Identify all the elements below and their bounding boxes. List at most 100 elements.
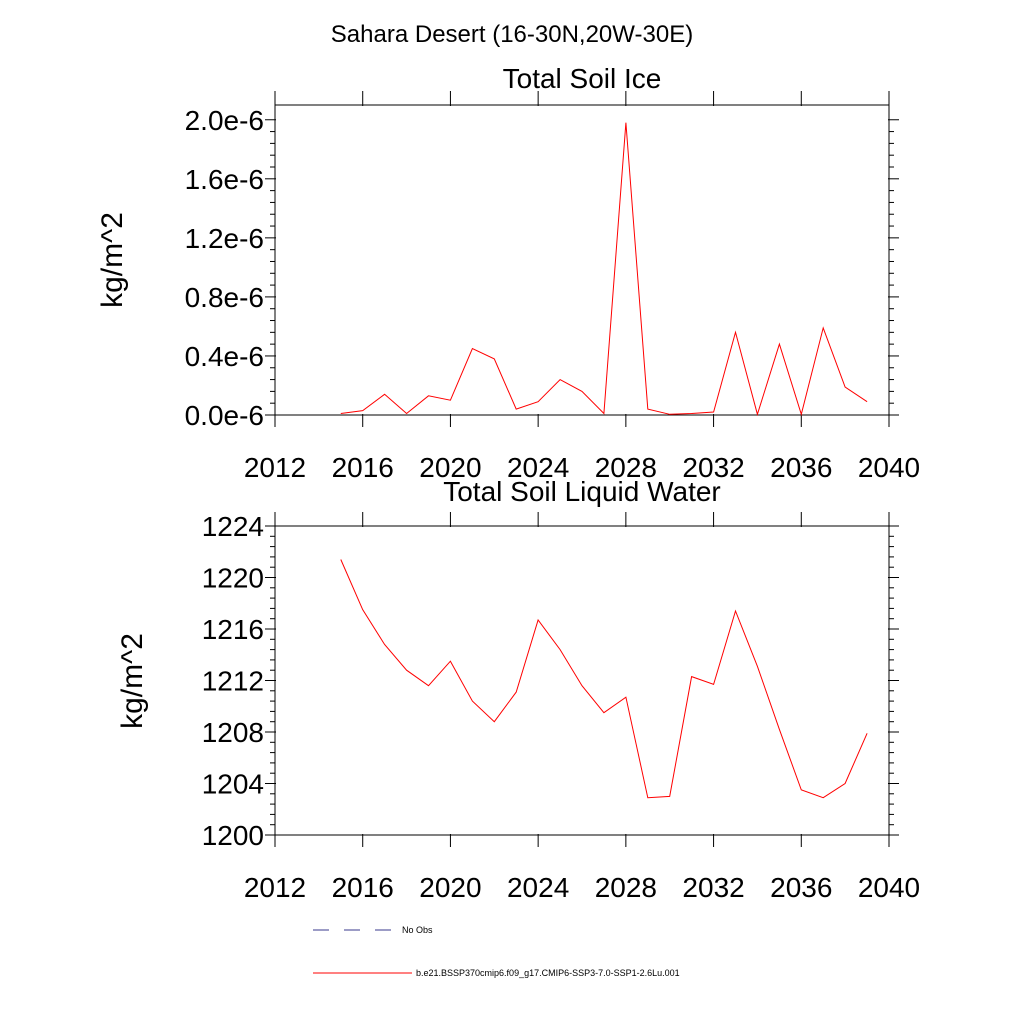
soil-ice-x-tick-label: 2016 [332,452,394,483]
soil-liquid-water-data-point [690,675,692,677]
soil-ice-y-ticks: 0.0e-6 0.4e-6 0.8e-6 1.2e-6 1.6e-6 2.0e-6 [185,105,899,431]
soil-ice-y-tick-label: 2.0e-6 [185,105,264,136]
soil-ice-data-point [449,399,451,401]
legend-no-obs-label: No Obs [402,925,433,935]
soil-ice-series-line [340,122,868,417]
legend-model-run-label: b.e21.BSSP370cmip6.f09_g17.CMIP6-SSP3-7.… [416,968,680,978]
figure-suptitle: Sahara Desert (16-30N,20W-30E) [331,21,693,48]
soil-liquid-water-data-point [581,684,583,686]
soil-liquid-water-title: Total Soil Liquid Water [443,476,721,507]
soil-liquid-water-data-point [537,619,539,621]
soil-ice-x-tick-label: 2012 [244,452,306,483]
soil-ice-x-tick-label: 2036 [770,452,832,483]
soil-liquid-water-panel: Total Soil Liquid Water kg/m^2 120012041… [116,476,920,903]
soil-ice-data-point [340,412,342,414]
soil-ice-data-point [778,343,780,345]
soil-ice-x-tick-label: 2020 [419,452,481,483]
soil-ice-data-point [822,327,824,329]
soil-liquid-water-y-ticks: 1200 1204 1208 1212 1216 1220 1224 [202,511,899,851]
soil-ice-x-tick-label: 2024 [507,452,569,483]
soil-liquid-water-x-tick-label: 2028 [595,872,657,903]
soil-ice-ylabel: kg/m^2 [96,212,129,308]
soil-ice-x-tick-label: 2032 [682,452,744,483]
soil-liquid-water-x-tick-label: 2020 [419,872,481,903]
soil-ice-data-point [427,395,429,397]
soil-liquid-water-x-tick-label: 2032 [682,872,744,903]
soil-ice-data-point [362,409,364,411]
soil-liquid-water-data-point [559,648,561,650]
soil-ice-data-point [625,122,627,124]
soil-liquid-water-data-point [603,711,605,713]
soil-ice-data-point [800,413,802,415]
soil-liquid-water-x-tick-label: 2024 [507,872,569,903]
soil-ice-data-point [603,412,605,414]
soil-ice-data-point [383,393,385,395]
soil-liquid-water-y-tick-label: 1224 [202,511,264,542]
soil-liquid-water-series-layer [340,558,868,799]
soil-liquid-water-x-tick-label: 2016 [332,872,394,903]
soil-liquid-water-data-point [756,665,758,667]
soil-ice-data-point [734,331,736,333]
soil-liquid-water-data-point [515,691,517,693]
soil-ice-data-point [405,412,407,414]
soil-ice-title: Total Soil Ice [503,63,662,94]
soil-liquid-water-data-point [405,669,407,671]
soil-liquid-water-ylabel: kg/m^2 [116,633,149,729]
soil-liquid-water-data-point [734,610,736,612]
soil-liquid-water-data-point [866,732,868,734]
soil-ice-plot-frame [274,104,890,416]
soil-liquid-water-y-tick-label: 1200 [202,820,264,851]
soil-ice-x-tick-label: 2028 [595,452,657,483]
soil-ice-data-point [690,412,692,414]
soil-liquid-water-data-point [778,728,780,730]
soil-liquid-water-data-point [712,683,714,685]
soil-ice-data-point [471,347,473,349]
soil-ice-data-point [866,401,868,403]
soil-liquid-water-x-tick-label: 2012 [244,872,306,903]
soil-ice-data-point [581,390,583,392]
soil-ice-data-point [515,408,517,410]
soil-ice-y-tick-label: 0.0e-6 [185,400,264,431]
soil-liquid-water-data-point [362,608,364,610]
soil-ice-data-point [647,408,649,410]
soil-liquid-water-x-tick-label: 2036 [770,872,832,903]
soil-liquid-water-data-point [669,795,671,797]
soil-liquid-water-data-point [844,782,846,784]
soil-ice-panel: Total Soil Ice kg/m^2 0.0e-6 0.4e-6 0.8e-6… [96,63,920,483]
soil-ice-x-ticks: 2012 2016 2020 2024 2028 2032 2036 2040 [244,91,920,483]
soil-liquid-water-data-point [471,700,473,702]
soil-liquid-water-data-point [800,789,802,791]
soil-ice-x-tick-label: 2040 [858,452,920,483]
soil-liquid-water-series-line [340,559,868,799]
legend: No Obs b.e21.BSSP370cmip6.f09_g17.CMIP6-… [313,925,680,978]
soil-liquid-water-data-point [822,796,824,798]
soil-liquid-water-data-point [427,684,429,686]
soil-liquid-water-x-ticks: 2012 2016 2020 2024 2028 2032 2036 2040 [244,512,920,903]
soil-liquid-water-y-tick-label: 1220 [202,563,264,594]
soil-liquid-water-data-point [383,643,385,645]
soil-ice-data-point [756,413,758,415]
soil-ice-y-tick-label: 0.8e-6 [185,282,264,313]
soil-ice-data-point [669,413,671,415]
soil-ice-data-point [493,358,495,360]
soil-liquid-water-data-point [449,660,451,662]
soil-ice-data-point [844,386,846,388]
soil-liquid-water-y-tick-label: 1212 [202,666,264,697]
soil-liquid-water-y-tick-label: 1204 [202,769,264,800]
soil-liquid-water-y-tick-label: 1216 [202,614,264,645]
soil-ice-data-point [559,378,561,380]
soil-liquid-water-data-point [625,696,627,698]
soil-ice-y-tick-label: 0.4e-6 [185,341,264,372]
soil-liquid-water-data-point [493,721,495,723]
soil-ice-y-tick-label: 1.2e-6 [185,223,264,254]
soil-liquid-water-data-point [647,796,649,798]
soil-ice-data-point [537,401,539,403]
soil-ice-y-tick-label: 1.6e-6 [185,164,264,195]
soil-liquid-water-data-point [340,558,342,560]
soil-ice-data-point [712,411,714,413]
soil-liquid-water-y-tick-label: 1208 [202,717,264,748]
soil-liquid-water-x-tick-label: 2040 [858,872,920,903]
soil-ice-series-layer [340,122,868,417]
